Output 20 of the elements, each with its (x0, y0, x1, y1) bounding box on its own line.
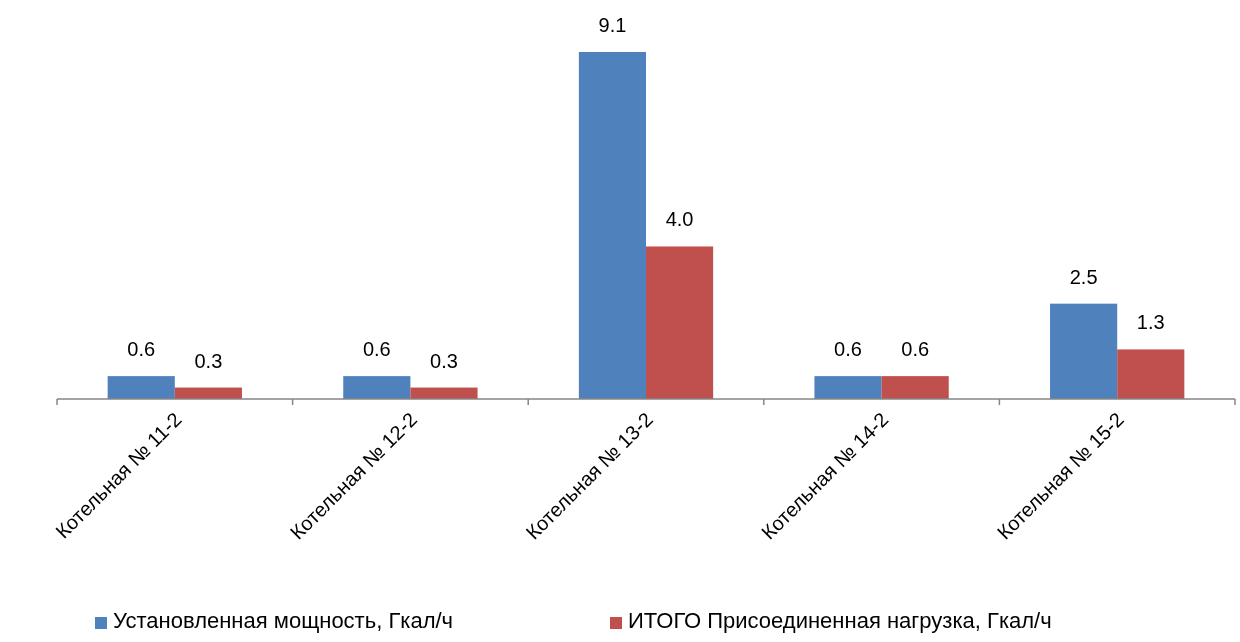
bar (814, 376, 882, 399)
data-label: 4.0 (665, 208, 694, 231)
data-label: 0.6 (834, 338, 862, 361)
data-label: 0.3 (430, 349, 458, 372)
legend-label: ИТОГО Присоединенная нагрузка, Гкал/ч (628, 608, 1052, 633)
bar (343, 376, 411, 399)
data-label: 1.3 (1136, 311, 1165, 334)
data-label: 9.1 (598, 14, 627, 36)
bar (1117, 349, 1185, 399)
data-label: 0.6 (127, 338, 156, 361)
data-label: 2.5 (1069, 265, 1098, 288)
legend-label: Установленная мощность, Гкал/ч (113, 608, 454, 633)
bar (646, 246, 714, 399)
data-label: 0.3 (194, 349, 223, 372)
bar (578, 52, 646, 399)
bar (881, 376, 949, 399)
data-label: 0.6 (901, 338, 930, 361)
bar (1050, 303, 1118, 399)
data-label: 0.6 (362, 338, 391, 361)
bar (107, 376, 175, 399)
